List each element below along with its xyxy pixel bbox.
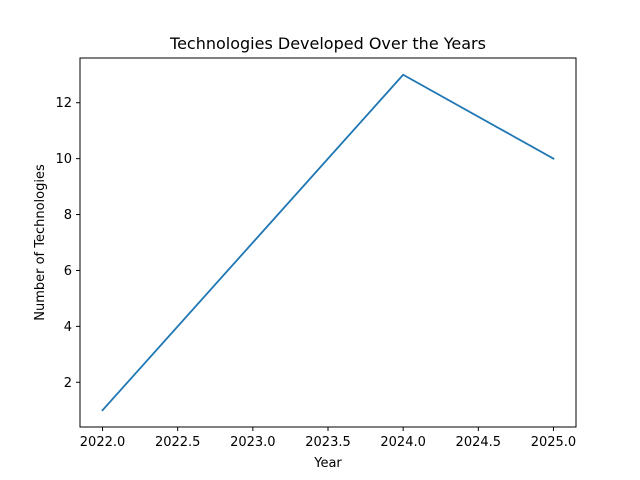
- y-tick-label: 2: [64, 376, 72, 391]
- y-axis-label: Number of Technologies: [33, 164, 48, 321]
- x-tick-label: 2024.5: [456, 435, 502, 450]
- series-line: [101, 73, 555, 412]
- y-axis: 2 4 6 8 10 12: [55, 96, 80, 391]
- x-tick-label: 2025.0: [531, 435, 577, 450]
- y-tick-label: 4: [64, 320, 72, 335]
- x-axis-label: Year: [313, 456, 342, 471]
- y-tick-label: 12: [55, 96, 72, 111]
- series-layer: [101, 73, 555, 412]
- y-tick-label: 6: [64, 264, 72, 279]
- x-axis: 2022.0 2022.5 2023.0 2023.5 2024.0 2024.5 2025…: [80, 427, 576, 450]
- x-tick-label: 2022.0: [80, 435, 126, 450]
- y-tick-label: 8: [64, 208, 72, 223]
- x-tick-label: 2023.0: [230, 435, 276, 450]
- x-tick-label: 2022.5: [155, 435, 201, 450]
- y-tick-label: 10: [55, 152, 72, 167]
- x-tick-label: 2024.0: [380, 435, 426, 450]
- chart-title: Technologies Developed Over the Years: [169, 34, 486, 53]
- plot-area: 2022.0 2022.5 2023.0 2023.5 2024.0 2024.5 2025…: [55, 57, 577, 450]
- x-tick-label: 2023.5: [305, 435, 351, 450]
